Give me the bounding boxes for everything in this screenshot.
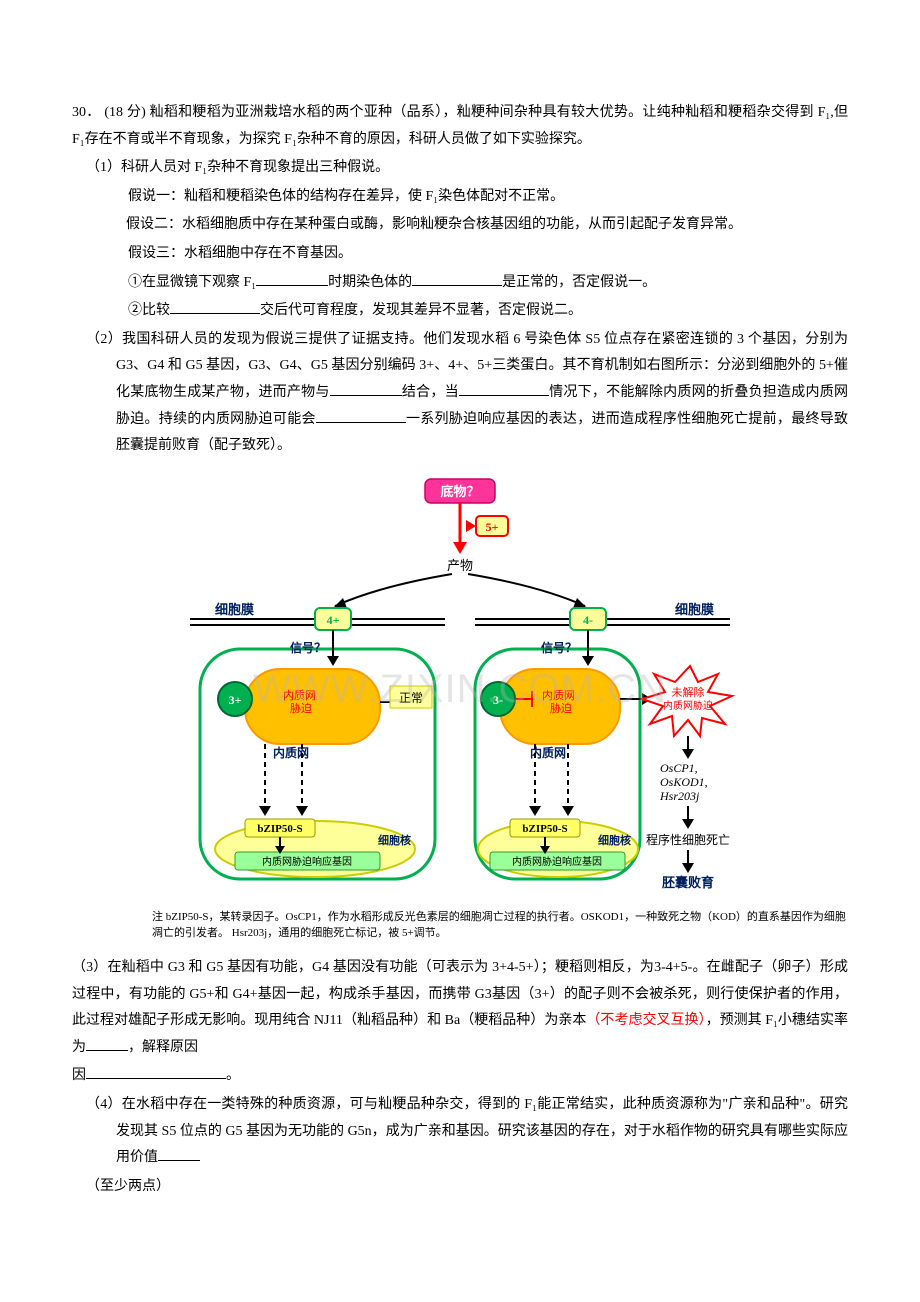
- blank-8: [86, 1063, 226, 1079]
- four-minus-right-label: 4-: [583, 613, 593, 627]
- sub-1-1: ①在显微镜下观察 F₁ 时期染色体的 是正常的，否定假说一。: [72, 270, 848, 297]
- normal-label: 正常: [399, 691, 423, 705]
- section-3-reason: 因。: [72, 1063, 848, 1090]
- blank-4: [330, 380, 402, 396]
- question-intro-text: 籼稻和粳稻为亚洲栽培水稻的两个亚种（品系），籼粳种间杂种具有较大优势。让纯种籼稻…: [72, 105, 848, 147]
- substrate-label: 底物？: [440, 484, 479, 499]
- dash-left-1-head: [259, 806, 271, 816]
- section-4-head: （4）在水稻中存在一类特殊的种质资源，可与籼粳品种杂交，得到的 F₁能正常结实，…: [86, 1097, 848, 1165]
- arrow-prod-left: [335, 574, 452, 606]
- three-plus-label: 3+: [229, 693, 242, 707]
- blank-5: [459, 380, 549, 396]
- blank-9: [158, 1145, 200, 1161]
- dash-left-2-head: [296, 806, 308, 816]
- blank-1: [256, 270, 328, 286]
- hypothesis-2: 假设二：水稻细胞质中存在某种蛋白或酶，影响籼粳杂合核基因组的功能，从而引起配子发…: [72, 212, 848, 239]
- section-3: （3）在籼稻中 G3 和 G5 基因有功能，G4 基因没有功能（可表示为 3+4…: [72, 955, 848, 1061]
- diagram-caption: 注 bZIP50-S，某转录因子。OsCP1，作为水稻形成反光色素层的细胞凋亡过…: [72, 910, 848, 941]
- question-points: (18 分): [104, 105, 145, 120]
- question-intro: 30． (18 分) 籼稻和粳稻为亚洲栽培水稻的两个亚种（品系），籼粳种间杂种具…: [72, 100, 848, 153]
- section-2-b: 结合，当: [402, 385, 459, 400]
- diagram-svg: 底物？ 5+ 产物 细胞膜 细胞膜 4+: [180, 474, 740, 894]
- gene-oskod: OsKOD1,: [660, 775, 708, 789]
- er-label-left: 内质网: [273, 745, 309, 760]
- hypothesis-3-text: 假设三：水稻细胞中存在不育基因。: [128, 246, 352, 261]
- question-number: 30．: [72, 105, 101, 120]
- star-text1: 未解除: [672, 685, 705, 699]
- er-stress-left2: 胁迫: [290, 701, 312, 715]
- star-text2: 内质网胁迫: [663, 699, 713, 712]
- resp-gene-left-label: 内质网胁迫响应基因: [262, 855, 352, 868]
- arrow-signal-right-head: [582, 656, 594, 666]
- bzip-left-label: bZIP50-S: [257, 823, 302, 835]
- sub-1-1-c: 是正常的，否定假说一。: [502, 275, 656, 290]
- signal-left-label: 信号？: [290, 640, 326, 655]
- hypothesis-3: 假设三：水稻细胞中存在不育基因。: [72, 241, 848, 268]
- section-2: （2）我国科研人员的发现为假说三提供了证据支持。他们发现水稻 6 号染色体 S5…: [72, 327, 848, 460]
- er-stress-right1: 内质网: [542, 688, 575, 702]
- section-4: （4）在水稻中存在一类特殊的种质资源，可与籼粳品种杂交，得到的 F₁能正常结实，…: [72, 1092, 848, 1172]
- er-left: [245, 669, 380, 744]
- diagram-container: WWW.ZIXIN.COM.CN 底物？ 5+ 产物 细胞膜: [72, 474, 848, 905]
- arrow-pcd-head: [682, 819, 694, 829]
- mem-label-right: 细胞膜: [675, 602, 714, 617]
- section-1-head: （1）科研人员对 F₁杂种不育现象提出三种假说。: [72, 155, 848, 182]
- blank-6: [316, 407, 406, 423]
- section-3-red: （不考虑交叉互换）: [586, 1013, 705, 1028]
- mem-label-left: 细胞膜: [215, 602, 254, 617]
- nucleus-right-label: 细胞核: [598, 833, 631, 847]
- five-plus-arrowhead: [466, 520, 476, 532]
- section-4-note: （至少两点）: [72, 1174, 848, 1201]
- mechanism-diagram: WWW.ZIXIN.COM.CN 底物？ 5+ 产物 细胞膜: [180, 474, 740, 905]
- gene-osc: OsCP1,: [660, 761, 698, 775]
- nucleus-left-label: 细胞核: [378, 833, 411, 847]
- arrow-embryo-head: [682, 863, 694, 873]
- hypothesis-2-text: 假设二：水稻细胞质中存在某种蛋白或酶，影响籼粳杂合核基因组的功能，从而引起配子发…: [126, 217, 742, 232]
- pcd-label: 程序性细胞死亡: [646, 832, 730, 847]
- four-plus-left-label: 4+: [327, 613, 340, 627]
- embryo-label: 胚囊败育: [662, 875, 714, 890]
- dash-right-2-head: [562, 806, 574, 816]
- blank-2: [412, 270, 502, 286]
- blank-7: [86, 1035, 128, 1051]
- gene-hsr: Hsr203j: [659, 789, 700, 803]
- er-stress-right2: 胁迫: [550, 701, 572, 715]
- five-plus-label: 5+: [486, 520, 499, 534]
- bzip-right-label: bZIP50-S: [522, 823, 567, 835]
- sub-1-2-a: ②比较: [128, 303, 170, 318]
- three-minus-label: 3-: [493, 693, 503, 707]
- arrow-signal-left-head: [327, 656, 339, 666]
- product-label: 产物: [447, 558, 473, 573]
- signal-right-label: 信号？: [541, 640, 577, 655]
- sub-1-1-a: ①在显微镜下观察 F₁: [128, 275, 256, 290]
- section-1-head-text: （1）科研人员对 F₁杂种不育现象提出三种假说。: [86, 160, 389, 175]
- section-3-tail3: 。: [226, 1068, 240, 1083]
- er-stress-left1: 内质网: [283, 688, 316, 702]
- section-3-tail2: ，解释原因: [128, 1040, 198, 1055]
- arrow-substrate-head: [453, 542, 467, 554]
- sub-1-1-b: 时期染色体的: [328, 275, 412, 290]
- diagram-caption-text: 注 bZIP50-S，某转录因子。OsCP1，作为水稻形成反光色素层的细胞凋亡过…: [152, 911, 846, 938]
- hypothesis-1: 假说一：籼稻和粳稻染色体的结构存在差异，使 F₁染色体配对不正常。: [72, 184, 848, 211]
- resp-gene-right-label: 内质网胁迫响应基因: [512, 855, 602, 868]
- arrow-prod-right: [468, 574, 585, 606]
- arrow-star-down-head: [682, 749, 694, 759]
- sub-1-2-b: 交后代可育程度，发现其差异不显著，否定假说二。: [260, 303, 582, 318]
- hypothesis-1-text: 假说一：籼稻和粳稻染色体的结构存在差异，使 F₁染色体配对不正常。: [128, 189, 564, 204]
- section-4-note-text: （至少两点）: [86, 1179, 170, 1194]
- dash-right-1-head: [529, 806, 541, 816]
- blank-3: [170, 298, 260, 314]
- sub-1-2: ②比较 交后代可育程度，发现其差异不显著，否定假说二。: [72, 298, 848, 325]
